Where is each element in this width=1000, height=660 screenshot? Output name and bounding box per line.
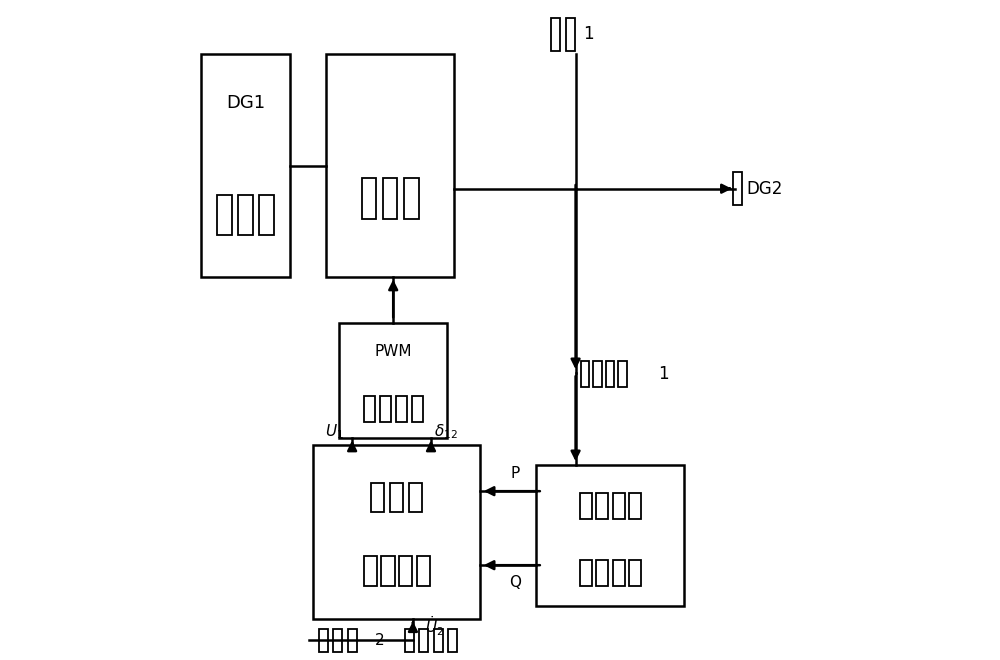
Bar (362, 178, 376, 219)
Bar (596, 493, 608, 519)
Text: $\delta_{12}$: $\delta_{12}$ (434, 422, 458, 442)
Bar (319, 629, 328, 651)
Bar (536, 465, 684, 606)
Bar (417, 556, 430, 586)
Bar (613, 493, 625, 519)
Text: PWM: PWM (374, 344, 412, 358)
Bar (581, 361, 589, 387)
Bar (629, 560, 641, 586)
Bar (419, 629, 428, 651)
Bar (217, 195, 232, 236)
Bar (313, 445, 480, 619)
Text: DG2: DG2 (746, 180, 783, 198)
Bar (629, 493, 641, 519)
Text: 1: 1 (658, 365, 668, 383)
Bar (381, 556, 395, 586)
Bar (409, 483, 422, 512)
Text: P: P (510, 467, 519, 481)
Bar (371, 483, 384, 512)
Bar (606, 361, 614, 387)
Bar (380, 396, 391, 422)
Bar (580, 493, 592, 519)
Bar (396, 396, 407, 422)
Bar (348, 629, 357, 651)
Bar (593, 361, 602, 387)
Bar (201, 54, 290, 277)
Text: DG1: DG1 (226, 94, 265, 112)
Bar (326, 54, 454, 277)
Bar (618, 361, 627, 387)
Text: 1: 1 (583, 25, 593, 44)
Bar (238, 195, 253, 236)
Bar (596, 560, 608, 586)
Text: $\dot{U}_2$: $\dot{U}_2$ (425, 614, 444, 638)
Bar (383, 178, 397, 219)
Bar (390, 483, 403, 512)
Bar (733, 172, 742, 205)
Bar (259, 195, 274, 236)
Bar (448, 629, 457, 651)
Bar (339, 323, 447, 438)
Bar (613, 560, 625, 586)
Bar (580, 560, 592, 586)
Text: $U_1$: $U_1$ (325, 422, 344, 442)
Bar (404, 178, 419, 219)
Text: 2: 2 (375, 633, 385, 647)
Bar (364, 556, 377, 586)
Bar (434, 629, 443, 651)
Bar (412, 396, 423, 422)
Text: Q: Q (509, 575, 521, 590)
Bar (405, 629, 414, 651)
Bar (566, 18, 575, 51)
Bar (364, 396, 375, 422)
Bar (551, 18, 560, 51)
Bar (333, 629, 342, 651)
Bar (399, 556, 412, 586)
